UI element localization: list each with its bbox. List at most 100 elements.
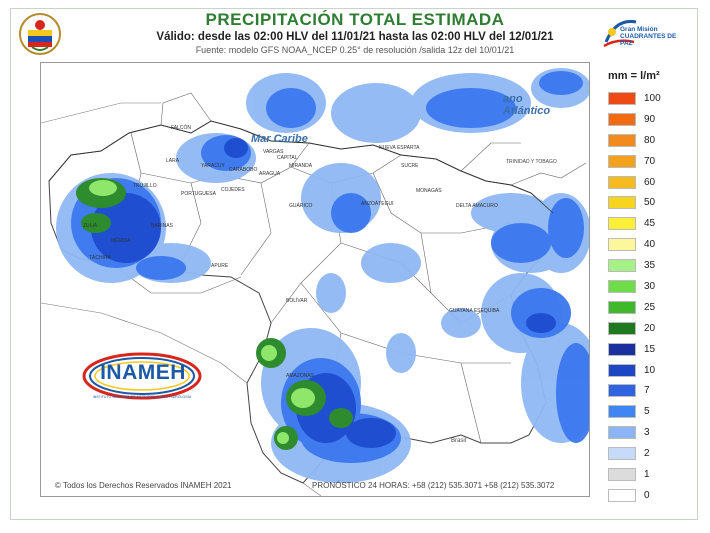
state-label-capital: CAPITAL (277, 155, 298, 161)
inameh-logo: INAMEH INSTITUTO NACIONAL DE METEOROLOGÍ… (80, 350, 204, 406)
legend-swatch (608, 384, 636, 398)
legend-label: 15 (644, 343, 656, 355)
state-label-tachira: TÁCHIRA (89, 255, 111, 261)
ocean-label-part2: Atlántico (503, 105, 551, 117)
copyright-text: © Todos los Derechos Reservados INAMEH 2… (55, 481, 232, 490)
legend-label: 25 (644, 301, 656, 313)
legend-swatch (608, 363, 636, 377)
legend-swatch (608, 279, 636, 293)
legend-swatch (608, 238, 636, 252)
cuadrantes-emblem-icon (603, 19, 637, 48)
legend-label: 60 (644, 176, 656, 188)
legend-swatch (608, 321, 636, 335)
ocean-label: ano Atlántico (503, 93, 550, 117)
legend-label: 3 (644, 427, 650, 439)
state-label-lara: LARA (166, 158, 180, 164)
map-canvas (40, 68, 601, 497)
legend-row: 0 (608, 485, 698, 506)
state-label-zulia: ZULIA (83, 223, 98, 229)
page-title: PRECIPITACIÓN TOTAL ESTIMADA (205, 10, 505, 29)
state-label-sucre: SUCRE (401, 163, 419, 169)
legend-label: 70 (644, 155, 656, 167)
legend-label: 50 (644, 197, 656, 209)
legend-label: 0 (644, 489, 650, 501)
inameh-emblem-icon (82, 352, 202, 400)
inameh-subtitle: INSTITUTO NACIONAL DE METEOROLOGÍA E HID… (92, 395, 192, 399)
legend-label: 30 (644, 280, 656, 292)
state-label-aragua: ARAGUA (259, 171, 281, 177)
state-label-monagas: MONAGAS (416, 188, 442, 194)
legend-label: 35 (644, 260, 656, 272)
page-frame (10, 8, 698, 520)
cuadrantes-de-paz-logo: Gran Misión CUADRANTES DE PAZ (600, 12, 690, 54)
sea-label: Mar Caribe (251, 133, 308, 145)
venezuela-coat-of-arms-logo (19, 13, 61, 55)
legend-label: 40 (644, 239, 656, 251)
legend-label: 90 (644, 113, 656, 125)
inameh-wordmark: INAMEH (100, 361, 186, 384)
precip-green-light (89, 180, 315, 444)
state-label-vargas: VARGAS (263, 149, 284, 155)
legend-row: 35 (608, 255, 698, 276)
country-label-trinidad: TRINIDAD Y TOBAGO (506, 159, 557, 165)
state-label-portuguesa: PORTUGUESA (181, 191, 216, 197)
legend-label: 7 (644, 385, 650, 397)
state-label-falcon: FALCÓN (171, 125, 192, 131)
precip-legend: mm = l/m² 100 90 80 70 60 50 45 40 35 30 25 20 15 10 7… (608, 70, 698, 506)
legend-swatch (608, 300, 636, 314)
legend-row: 10 (608, 360, 698, 381)
legend-swatch (608, 342, 636, 356)
logo-right-line1: Gran Misión (620, 26, 658, 33)
legend-swatch (608, 217, 636, 231)
legend-label: 80 (644, 134, 656, 146)
legend-row: 70 (608, 151, 698, 172)
state-label-amazonas: AMAZONAS (286, 373, 315, 379)
state-label-delta-amacuro: DELTA AMACURO (456, 203, 498, 209)
legend-swatch (608, 112, 636, 126)
legend-row: 60 (608, 172, 698, 193)
state-label-apure: APURE (211, 263, 229, 269)
legend-row: 80 (608, 130, 698, 151)
state-label-nueva-esparta: NUEVA ESPARTA (379, 145, 420, 151)
legend-row: 20 (608, 318, 698, 339)
legend-swatch (608, 426, 636, 440)
legend-label: 5 (644, 406, 650, 418)
legend-rows: 100 90 80 70 60 50 45 40 35 30 25 20 15 10 7 5 3 2 1 0 (608, 88, 698, 506)
validity-period: Válido: desde las 02:00 HLV del 11/01/21… (156, 31, 554, 43)
legend-label: 45 (644, 218, 656, 230)
state-label-guayana-esequiba: GUAYANA ESEQUIBA (449, 308, 500, 314)
legend-label: 20 (644, 322, 656, 334)
legend-row: 25 (608, 297, 698, 318)
ocean-label-part1: ano (503, 93, 523, 105)
legend-swatch (608, 405, 636, 419)
legend-swatch (608, 467, 636, 481)
precipitation-map: Mar Caribe ano Atlántico TRINIDAD Y TOBA… (40, 62, 601, 497)
state-label-barinas: BARINAS (151, 223, 173, 229)
state-label-yaracuy: YARACUY (201, 163, 225, 169)
state-label-trujillo: TRUJILLO (133, 183, 157, 189)
legend-row: 100 (608, 88, 698, 109)
legend-row: 30 (608, 276, 698, 297)
legend-swatch (608, 447, 636, 461)
legend-row: 40 (608, 234, 698, 255)
state-label-guarico: GUÁRICO (289, 203, 313, 209)
state-label-merida: MÉRIDA (111, 238, 131, 244)
state-label-cojedes: COJEDES (221, 187, 245, 193)
legend-title: mm = l/m² (608, 70, 660, 82)
legend-row: 45 (608, 213, 698, 234)
legend-swatch (608, 154, 636, 168)
legend-swatch (608, 175, 636, 189)
legend-row: 1 (608, 464, 698, 485)
legend-label: 1 (644, 468, 650, 480)
legend-swatch (608, 488, 636, 502)
logo-right-line2: CUADRANTES DE PAZ (620, 33, 677, 47)
legend-row: 15 (608, 339, 698, 360)
legend-row: 50 (608, 192, 698, 213)
legend-row: 5 (608, 401, 698, 422)
state-label-anzoategui: ANZOÁTEGUI (361, 201, 394, 207)
legend-swatch (608, 91, 636, 105)
country-label-brasil: Brasil (451, 438, 467, 444)
legend-swatch (608, 133, 636, 147)
source-note: Fuente: modelo GFS NOAA_NCEP 0.25° de re… (195, 45, 515, 55)
legend-label: 100 (644, 92, 661, 104)
